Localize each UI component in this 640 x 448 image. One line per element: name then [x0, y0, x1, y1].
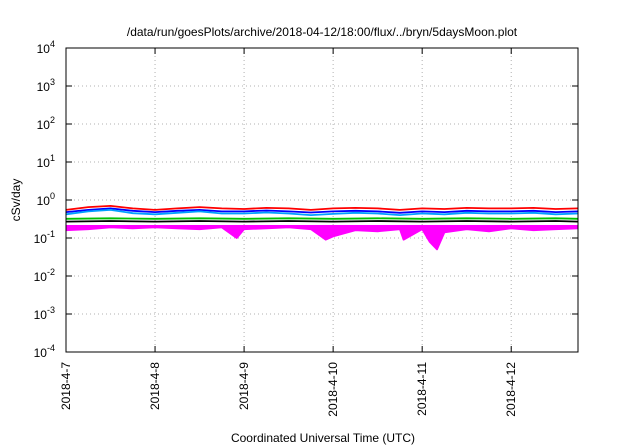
y-axis: 10-4 10-3 10-2 10-1 100 101 102 103 104	[34, 39, 578, 360]
series-line-0	[65, 226, 579, 251]
y-tick-label: 101	[37, 153, 55, 170]
x-axis: 2018-4-7 2018-4-8 2018-4-9 2018-4-10 2018-4-…	[59, 48, 518, 417]
series-line-5	[65, 220, 579, 223]
x-axis-label: Coordinated Universal Time (UTC)	[231, 431, 415, 445]
y-tick-label: 100	[37, 191, 55, 208]
series-line-1	[65, 205, 579, 211]
x-tick-label: 2018-4-12	[504, 362, 518, 417]
series-group	[65, 205, 579, 251]
y-tick-label: 103	[37, 77, 55, 94]
x-tick-label: 2018-4-11	[415, 362, 429, 416]
y-tick-label: 10-4	[34, 343, 55, 360]
y-tick-label: 104	[37, 39, 55, 56]
x-tick-label: 2018-4-7	[59, 362, 73, 410]
y-tick-label: 102	[37, 115, 55, 132]
y-tick-label: 10-1	[34, 229, 55, 246]
y-tick-label: 10-2	[34, 267, 55, 284]
grid	[66, 48, 578, 352]
y-tick-label: 10-3	[34, 305, 55, 322]
x-tick-label: 2018-4-8	[148, 362, 162, 410]
x-tick-label: 2018-4-10	[326, 362, 340, 417]
chart-title: /data/run/goesPlots/archive/2018-04-12/1…	[127, 25, 518, 39]
y-axis-label: cSv/day	[9, 179, 23, 222]
series-line-4	[65, 217, 579, 220]
series-line-3	[65, 209, 579, 216]
x-tick-label: 2018-4-9	[237, 362, 251, 410]
series-line-2	[65, 207, 579, 214]
